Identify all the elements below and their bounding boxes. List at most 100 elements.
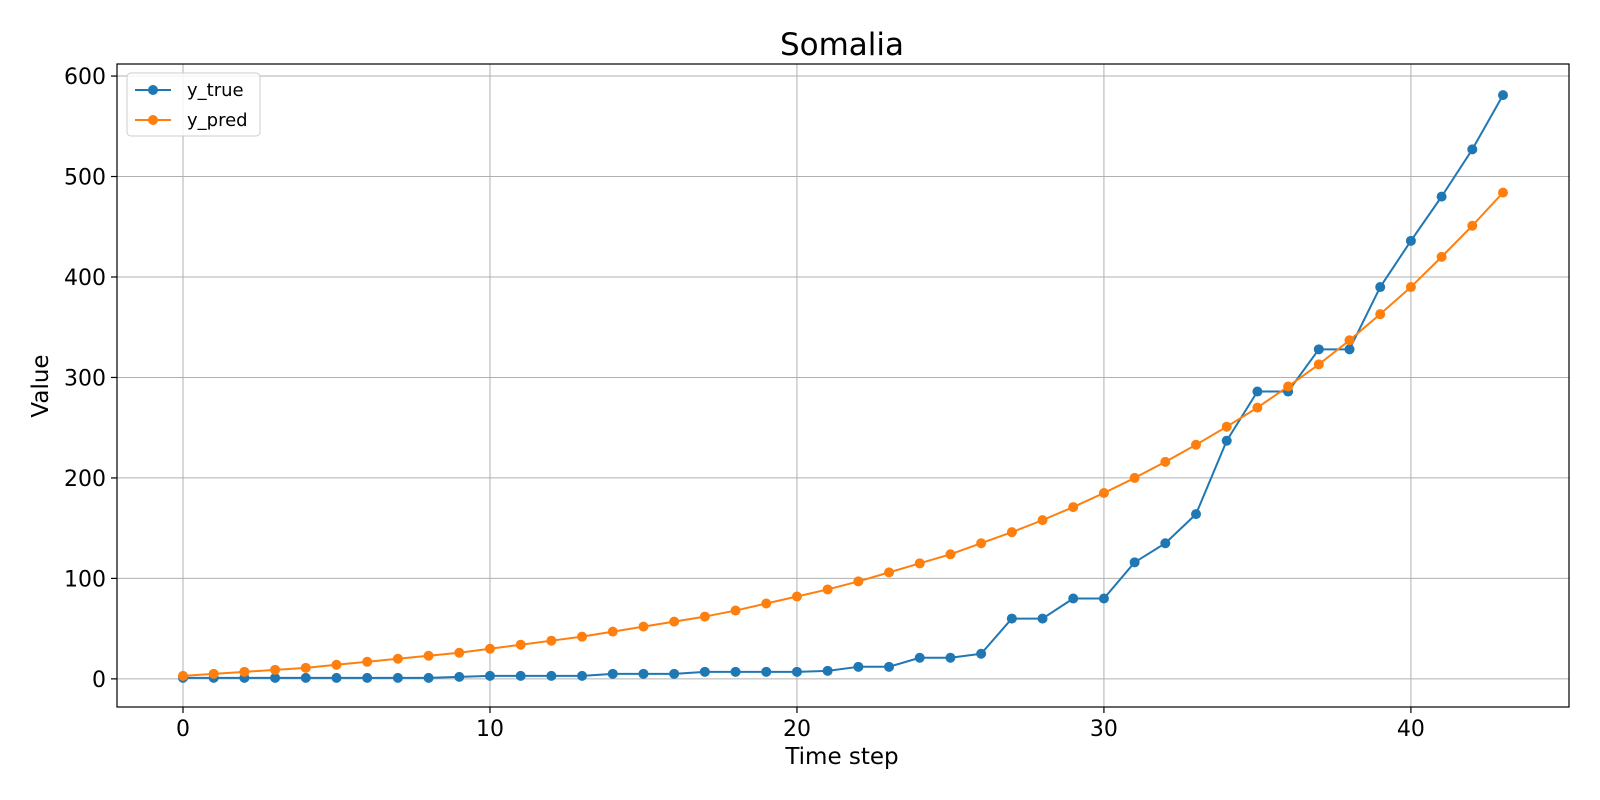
data-point-y_true (699, 666, 710, 677)
series-line-y_true (183, 94, 1504, 679)
data-point-y_true (1160, 538, 1171, 549)
data-point-y_pred (1467, 220, 1478, 231)
data-point-y_pred (1436, 251, 1447, 262)
data-point-y_pred (1405, 282, 1416, 293)
series-line-y_pred (182, 191, 1504, 677)
x-tick-label: 30 (1090, 717, 1118, 742)
y-tick-label: 500 (64, 166, 106, 191)
data-point-y_true (577, 670, 588, 681)
data-point-y_true (761, 666, 772, 677)
y-tick-label: 300 (64, 366, 106, 391)
data-point-y_pred (945, 549, 956, 560)
data-point-y_pred (638, 621, 649, 632)
data-point-y_true (945, 652, 956, 663)
data-point-y_pred (546, 635, 557, 646)
data-point-y_pred (484, 643, 495, 654)
data-point-y_pred (208, 668, 219, 679)
data-point-y_true (730, 666, 741, 677)
legend-marker-y_true (148, 85, 158, 95)
data-point-y_true (1098, 593, 1109, 604)
data-point-y_pred (1098, 488, 1109, 499)
data-point-y_pred (1191, 439, 1202, 450)
data-point-y_true (976, 648, 987, 659)
legend-label-y_pred: y_pred (187, 110, 248, 131)
grid-lines (117, 64, 1569, 707)
data-point-y_pred (1006, 527, 1017, 538)
data-point-y_true (423, 672, 434, 683)
data-point-y_true (546, 670, 557, 681)
data-point-y_true (1313, 344, 1324, 355)
data-point-y_true (454, 671, 465, 682)
y-tick-label: 0 (92, 668, 106, 693)
data-point-y_true (1375, 282, 1386, 293)
data-point-y_true (484, 670, 495, 681)
data-point-y_pred (1344, 335, 1355, 346)
data-point-y_pred (300, 662, 311, 673)
y-axis-label: Value (28, 354, 54, 417)
chart-title: Somalia (780, 27, 904, 63)
legend-label-y_true: y_true (187, 80, 244, 101)
data-point-y_true (515, 670, 526, 681)
legend-item-y_true: y_true (135, 80, 244, 101)
data-point-y_pred (577, 631, 588, 642)
legend-item-y_pred: y_pred (135, 110, 248, 131)
data-point-y_pred (1221, 421, 1232, 432)
y-tick-label: 400 (64, 266, 106, 291)
data-point-y_true (791, 666, 802, 677)
x-tick-label: 40 (1397, 717, 1425, 742)
x-axis-label: Time step (784, 744, 898, 770)
data-point-y_pred (822, 584, 833, 595)
plot-frame (116, 63, 1570, 708)
y-tick-label: 200 (64, 467, 106, 492)
data-point-y_pred (730, 605, 741, 616)
y-tick-label: 100 (64, 567, 106, 592)
data-point-y_true (1498, 90, 1508, 101)
data-point-y_pred (669, 616, 680, 627)
data-point-y_true (1344, 344, 1355, 355)
data-point-y_true (1006, 613, 1017, 624)
data-point-y_true (331, 672, 342, 683)
legend-marker-y_pred (148, 115, 158, 125)
x-tick-label: 20 (783, 717, 811, 742)
data-point-y_true (1467, 144, 1478, 155)
data-point-y_pred (1313, 359, 1324, 370)
data-point-y_true (362, 672, 373, 683)
data-point-y_pred (1283, 381, 1294, 392)
data-point-y_true (1252, 386, 1263, 397)
data-point-y_pred (423, 650, 434, 661)
data-point-y_pred (1252, 402, 1263, 413)
data-point-y_true (1068, 593, 1079, 604)
data-point-y_pred (607, 626, 618, 637)
data-point-y_true (1129, 557, 1140, 568)
data-point-y_true (1191, 509, 1202, 520)
data-point-y_true (638, 668, 649, 679)
data-point-y_pred (976, 538, 987, 549)
data-point-y_pred (1160, 456, 1171, 467)
x-tick-label: 10 (476, 717, 504, 742)
data-point-y_pred (761, 598, 772, 609)
data-point-y_true (1405, 235, 1416, 246)
data-point-y_pred (1129, 472, 1140, 483)
y-tick-label: 600 (64, 65, 106, 90)
data-point-y_pred (362, 656, 373, 667)
data-point-y_true (669, 668, 680, 679)
x-tick-label: 0 (176, 717, 190, 742)
data-point-y_true (1221, 435, 1232, 446)
data-point-y_pred (1498, 187, 1508, 198)
data-point-y_true (270, 672, 281, 683)
data-point-y_pred (270, 664, 281, 675)
series-layer (178, 90, 1508, 683)
data-point-y_pred (791, 591, 802, 602)
data-point-y_pred (914, 558, 925, 569)
data-point-y_pred (178, 670, 188, 681)
data-point-y_true (822, 665, 833, 676)
data-point-y_true (884, 661, 895, 672)
data-point-y_pred (239, 666, 250, 677)
data-point-y_pred (331, 659, 342, 670)
data-point-y_true (914, 652, 925, 663)
data-point-y_pred (1068, 502, 1079, 513)
data-point-y_true (853, 661, 864, 672)
data-point-y_true (607, 668, 618, 679)
